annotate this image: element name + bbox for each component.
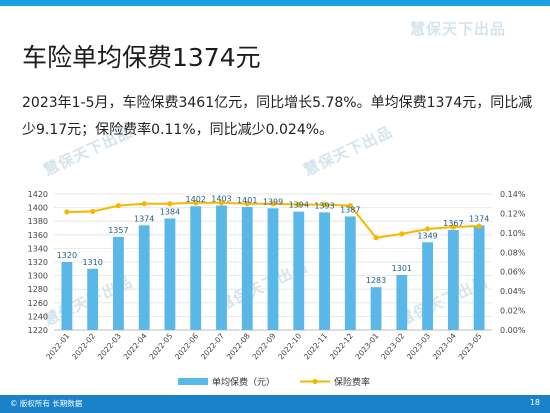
x-tick-label: 2022-12 bbox=[328, 331, 355, 361]
bar-value-label: 1399 bbox=[263, 197, 283, 206]
bar bbox=[267, 208, 279, 330]
x-tick-label: 2022-03 bbox=[96, 331, 123, 361]
bar bbox=[190, 206, 202, 330]
x-tick-label: 2023-01 bbox=[354, 331, 381, 361]
legend-bar-label: 单均保费（元） bbox=[212, 376, 275, 388]
watermark-top-right: 慧保天下出品 bbox=[410, 20, 507, 38]
x-tick-label: 2022-06 bbox=[173, 331, 200, 361]
bar bbox=[241, 206, 253, 330]
x-tick-label: 2022-01 bbox=[44, 331, 71, 361]
y-left-tick-label: 1220 bbox=[28, 326, 48, 335]
y-left-tick-label: 1340 bbox=[28, 244, 48, 253]
footer-bar: © 版权所有 长期数据 18 bbox=[0, 395, 550, 413]
rate-point bbox=[193, 200, 199, 206]
rate-point bbox=[296, 202, 302, 208]
rate-point bbox=[476, 223, 482, 229]
bar bbox=[87, 268, 99, 330]
x-tick-label: 2022-11 bbox=[302, 331, 329, 361]
page-number: 18 bbox=[529, 398, 540, 407]
bar bbox=[216, 205, 227, 330]
bar-value-label: 1384 bbox=[160, 207, 180, 216]
bar bbox=[164, 218, 176, 330]
bar bbox=[138, 225, 150, 330]
y-left-tick-label: 1360 bbox=[28, 231, 48, 240]
rate-point bbox=[115, 203, 122, 209]
x-tick-label: 2022-09 bbox=[250, 331, 277, 361]
rate-point bbox=[167, 201, 173, 207]
bar bbox=[370, 287, 382, 330]
bar bbox=[293, 211, 305, 330]
bar-value-label: 1301 bbox=[392, 264, 412, 273]
y-right-tick-label: 0.10% bbox=[500, 229, 526, 238]
x-tick-label: 2023-02 bbox=[379, 331, 406, 361]
bar-value-label: 1387 bbox=[340, 205, 360, 214]
rate-point bbox=[450, 224, 456, 230]
y-right-tick-label: 0.04% bbox=[500, 287, 526, 296]
x-tick-label: 2022-10 bbox=[276, 331, 303, 361]
rate-point bbox=[90, 208, 96, 215]
bar-value-label: 1367 bbox=[443, 219, 463, 228]
rate-point bbox=[424, 226, 431, 232]
bar bbox=[447, 230, 459, 330]
bar-value-label: 1403 bbox=[211, 195, 231, 204]
footer-copyright: © 版权所有 长期数据 bbox=[10, 399, 83, 408]
legend-bar-swatch bbox=[178, 378, 208, 385]
bar bbox=[61, 262, 73, 330]
bar-value-label: 1401 bbox=[237, 196, 257, 205]
page-title: 车险单均保费1374元 bbox=[22, 43, 261, 72]
rate-point bbox=[347, 203, 353, 209]
x-tick-label: 2022-08 bbox=[225, 331, 252, 361]
y-left-tick-label: 1420 bbox=[28, 190, 48, 199]
y-right-tick-label: 0.12% bbox=[500, 209, 526, 218]
bar bbox=[422, 242, 433, 330]
x-tick-label: 2023-03 bbox=[405, 331, 432, 361]
bar-value-label: 1374 bbox=[134, 214, 154, 223]
y-right-tick-label: 0.06% bbox=[500, 268, 526, 277]
y-right-tick-label: 0.00% bbox=[500, 326, 526, 335]
bar-value-label: 1349 bbox=[417, 231, 437, 240]
combo-chart: 1220 1240 1260 1280 1300 1320 1340 1360 1380 1400… bbox=[28, 190, 526, 388]
top-accent-bar bbox=[0, 0, 550, 6]
y-right-tick-label: 0.02% bbox=[500, 307, 526, 316]
rate-point bbox=[64, 209, 70, 215]
x-tick-label: 2022-07 bbox=[199, 331, 226, 361]
y-left-tick-label: 1240 bbox=[28, 312, 48, 321]
rate-point bbox=[244, 201, 250, 207]
y-left-tick-label: 1280 bbox=[28, 285, 48, 294]
bar-value-label: 1393 bbox=[314, 201, 334, 210]
y-left-tick-label: 1260 bbox=[28, 299, 48, 308]
rate-point bbox=[321, 202, 328, 208]
x-tick-label: 2022-04 bbox=[122, 331, 149, 361]
bar-value-label: 1394 bbox=[289, 201, 309, 210]
bar-value-label: 1402 bbox=[186, 195, 206, 204]
bar-value-label: 1374 bbox=[469, 214, 489, 223]
bar-value-label: 1283 bbox=[366, 276, 386, 285]
bar bbox=[473, 225, 485, 330]
x-tick-label: 2023-05 bbox=[457, 331, 484, 361]
x-tick-label: 2022-05 bbox=[147, 331, 174, 361]
bar-value-label: 1320 bbox=[57, 251, 77, 260]
bar bbox=[319, 212, 330, 330]
bar-value-label: 1357 bbox=[108, 226, 128, 235]
rate-point bbox=[218, 200, 225, 206]
y-right-tick-label: 0.08% bbox=[500, 248, 526, 257]
y-left-tick-label: 1400 bbox=[28, 204, 48, 213]
legend-line-label: 保险费率 bbox=[334, 376, 370, 388]
rate-point bbox=[141, 201, 147, 207]
legend-line-marker bbox=[312, 378, 318, 385]
bar bbox=[344, 216, 356, 330]
y-left-tick-label: 1300 bbox=[28, 272, 48, 281]
bar bbox=[113, 236, 124, 330]
y-left-tick-label: 1380 bbox=[28, 217, 48, 226]
y-right-tick-label: 0.14% bbox=[500, 190, 526, 199]
x-tick-label: 2023-04 bbox=[431, 331, 458, 361]
rate-point bbox=[270, 201, 276, 207]
y-left-tick-label: 1320 bbox=[28, 258, 48, 267]
rate-point bbox=[399, 231, 405, 237]
rate-point bbox=[373, 235, 379, 241]
summary-text: 2023年1-5月，车险保费3461亿元，同比增长5.78%。单均保费1374元… bbox=[22, 95, 533, 138]
bar bbox=[396, 274, 408, 330]
bar-value-label: 1310 bbox=[82, 258, 102, 267]
x-tick-label: 2022-02 bbox=[70, 331, 97, 361]
